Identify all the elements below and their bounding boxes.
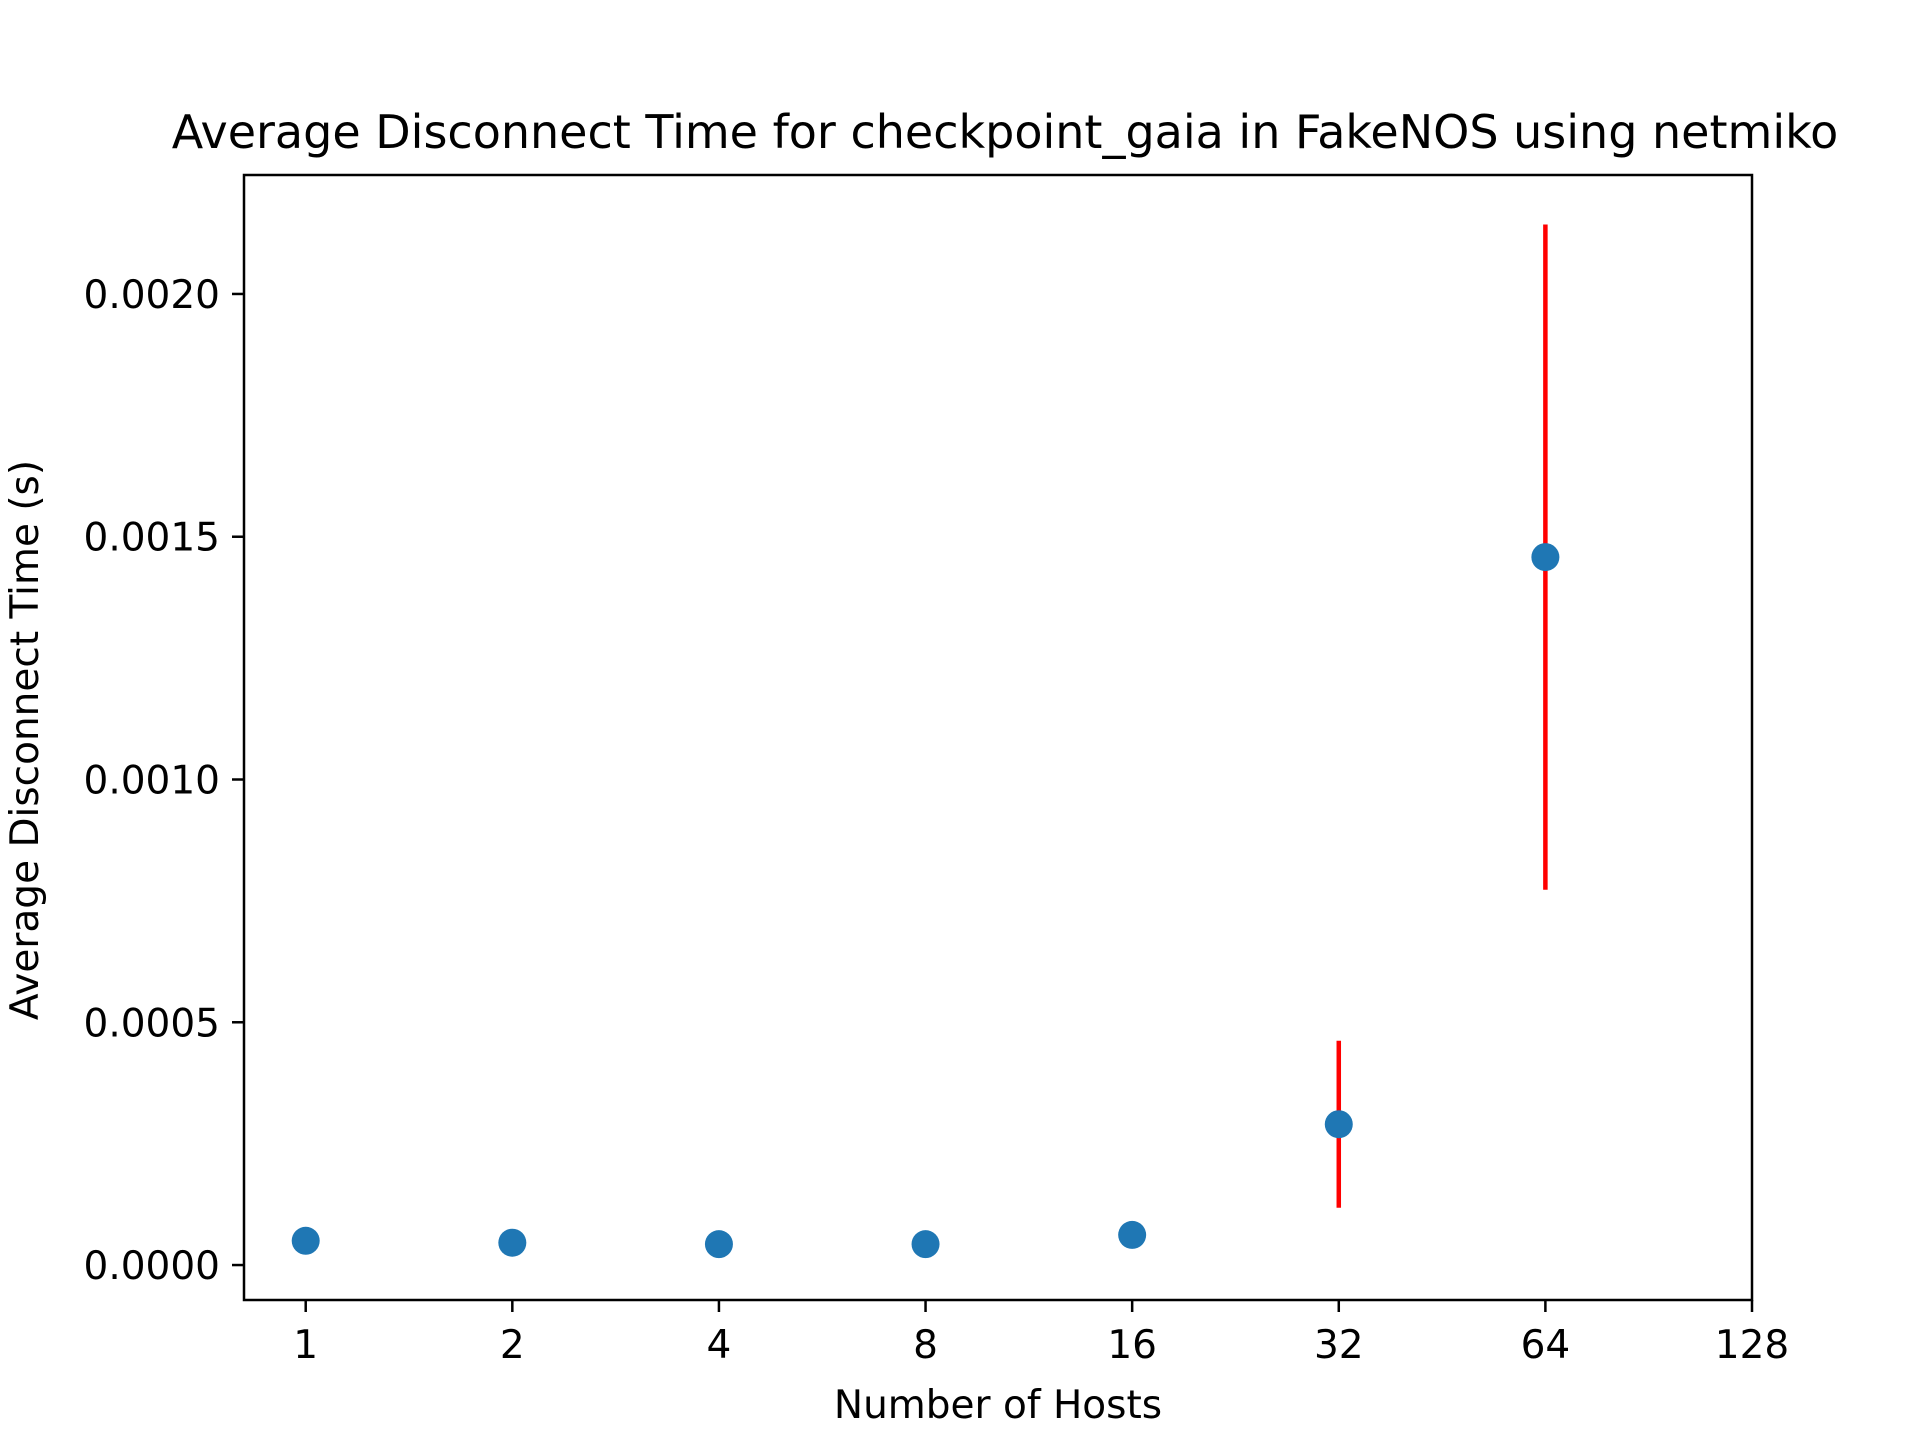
x-tick-label: 1 — [293, 1323, 318, 1368]
y-axis-ticks: 0.0000 0.0005 0.0010 0.0015 0.0020 — [84, 273, 244, 1289]
y-tick-label: 0.0000 — [84, 1244, 220, 1289]
x-tick-label: 4 — [707, 1323, 732, 1368]
y-tick-label: 0.0005 — [84, 1001, 220, 1046]
x-axis-ticks: 1 2 4 8 16 32 64 128 — [293, 1300, 1789, 1368]
plot-frame — [242, 173, 1754, 1302]
chart-title: Average Disconnect Time for checkpoint_g… — [172, 105, 1839, 159]
data-points — [291, 543, 1560, 1259]
x-tick-label: 16 — [1107, 1323, 1157, 1368]
x-tick-label: 128 — [1715, 1323, 1789, 1368]
data-point — [911, 1230, 940, 1259]
data-point — [498, 1228, 527, 1257]
y-axis-label: Average Disconnect Time (s) — [3, 460, 48, 1020]
data-point — [291, 1226, 320, 1255]
x-tick-label: 64 — [1521, 1323, 1571, 1368]
data-point — [1531, 543, 1560, 572]
y-tick-label: 0.0020 — [84, 273, 220, 318]
x-tick-label: 8 — [913, 1323, 938, 1368]
y-tick-label: 0.0010 — [84, 758, 220, 803]
data-point — [1324, 1110, 1353, 1139]
x-tick-label: 32 — [1314, 1323, 1364, 1368]
data-point — [704, 1230, 733, 1259]
y-tick-label: 0.0015 — [84, 516, 220, 561]
x-tick-label: 2 — [500, 1323, 525, 1368]
x-axis-label: Number of Hosts — [834, 1383, 1162, 1428]
data-point — [1118, 1220, 1147, 1249]
